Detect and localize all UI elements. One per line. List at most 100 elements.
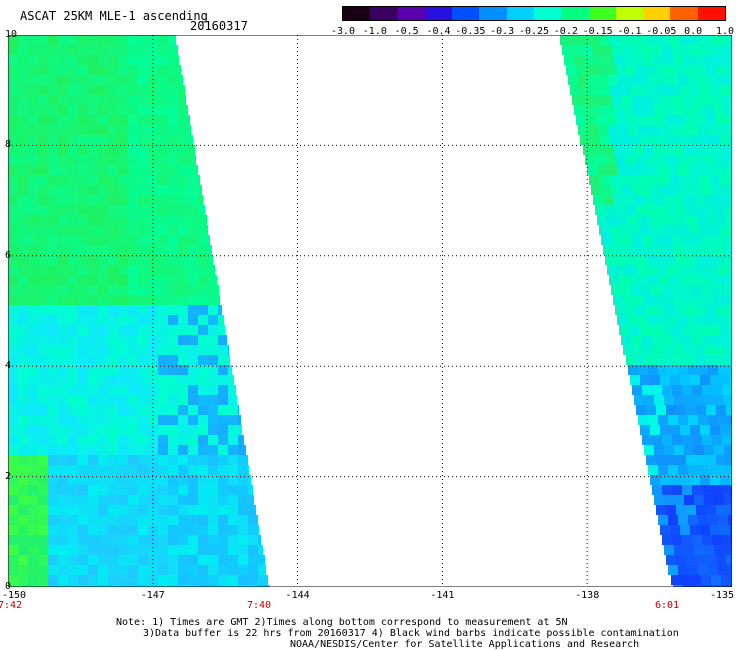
swath-cell	[68, 365, 78, 375]
swath-cell	[38, 575, 48, 585]
swath-cell	[644, 55, 654, 65]
swath-cell	[631, 185, 641, 195]
swath-cell	[697, 315, 707, 325]
swath-cell	[178, 75, 183, 85]
swath-cell	[198, 465, 208, 475]
swath-cell	[712, 435, 722, 445]
swath-cell	[118, 125, 128, 135]
swath-cell	[38, 545, 48, 555]
swath-cell	[168, 235, 178, 245]
swath-cell	[653, 195, 663, 205]
swath-cell	[660, 375, 670, 385]
swath-cell	[88, 565, 98, 575]
swath-cell	[716, 455, 726, 465]
swath-cell	[108, 125, 118, 135]
swath-cell	[689, 225, 699, 235]
swath-cell	[8, 275, 18, 285]
swath-cell	[28, 165, 38, 175]
swath-cell	[98, 165, 108, 175]
swath-cell	[709, 325, 719, 335]
swath-cell	[38, 85, 48, 95]
swath-cell	[168, 585, 178, 587]
swath-cell	[662, 95, 672, 105]
swath-cell	[703, 245, 713, 255]
swath-cell	[88, 175, 98, 185]
swath-cell	[38, 125, 48, 135]
swath-cell	[78, 525, 88, 535]
swath-cell	[652, 95, 662, 105]
swath-cell	[138, 265, 148, 275]
swath-cell	[646, 355, 656, 365]
swath-cell	[188, 415, 198, 425]
swath-cell	[158, 155, 168, 165]
swath-cell	[178, 235, 188, 245]
swath-cell	[98, 585, 108, 587]
swath-cell	[28, 485, 38, 495]
swath-cell	[619, 325, 629, 335]
swath-cell	[208, 495, 218, 505]
swath-cell	[670, 35, 680, 45]
swath-cell	[128, 65, 138, 75]
swath-cell	[108, 165, 118, 175]
swath-cell	[8, 95, 18, 105]
swath-cell	[88, 115, 98, 125]
swath-cell	[658, 125, 668, 135]
x-axis-label: -144	[285, 590, 310, 601]
swath-cell	[570, 35, 580, 45]
swath-cell	[8, 415, 18, 425]
swath-cell	[228, 395, 237, 405]
swath-cell	[48, 45, 58, 55]
swath-cell	[38, 275, 48, 285]
swath-cell	[38, 315, 48, 325]
swath-cell	[158, 275, 168, 285]
swath-cell	[716, 405, 726, 415]
swath-cell	[607, 265, 617, 275]
swath-cell	[158, 315, 168, 325]
swath-cell	[18, 415, 28, 425]
swath-cell	[208, 315, 218, 325]
swath-cell	[178, 175, 188, 185]
swath-cell	[18, 145, 28, 155]
swath-cell	[128, 355, 138, 365]
swath-cell	[78, 515, 88, 525]
swath-cell	[198, 245, 208, 255]
swath-cell	[728, 415, 732, 425]
swath-cell	[642, 385, 652, 395]
swath-cell	[98, 305, 108, 315]
note-line-3: NOAA/NESDIS/Center for Satellite Applica…	[290, 639, 640, 650]
swath-cell	[148, 385, 158, 395]
swath-cell	[88, 265, 98, 275]
swath-cell	[28, 245, 38, 255]
colorbar-label: -0.3	[490, 26, 515, 37]
swath-cell	[128, 215, 138, 225]
swath-cell	[208, 525, 218, 535]
swath-cell	[108, 505, 118, 515]
swath-cell	[188, 275, 198, 285]
swath-cell	[38, 35, 48, 45]
swath-cell	[656, 505, 666, 515]
swath-cell	[680, 425, 690, 435]
swath-cell	[98, 435, 108, 445]
swath-cell	[128, 335, 138, 345]
swath-cell	[625, 305, 635, 315]
swath-cell	[178, 545, 188, 555]
swath-cell	[188, 135, 193, 145]
swath-cell	[48, 155, 58, 165]
swath-cell	[18, 305, 28, 315]
swath-cell	[28, 135, 38, 145]
swath-cell	[678, 125, 688, 135]
swath-cell	[654, 445, 664, 455]
swath-cell	[218, 445, 228, 455]
swath-cell	[178, 135, 188, 145]
swath-cell	[619, 225, 629, 235]
swath-cell	[8, 555, 18, 565]
swath-cell	[628, 75, 638, 85]
swath-cell	[28, 225, 38, 235]
swath-cell	[168, 475, 178, 485]
swath-cell	[726, 455, 732, 465]
swath-cell	[168, 465, 178, 475]
swath-cell	[680, 525, 690, 535]
swath-cell	[128, 415, 138, 425]
swath-cell	[18, 195, 28, 205]
swath-cell	[670, 85, 680, 95]
